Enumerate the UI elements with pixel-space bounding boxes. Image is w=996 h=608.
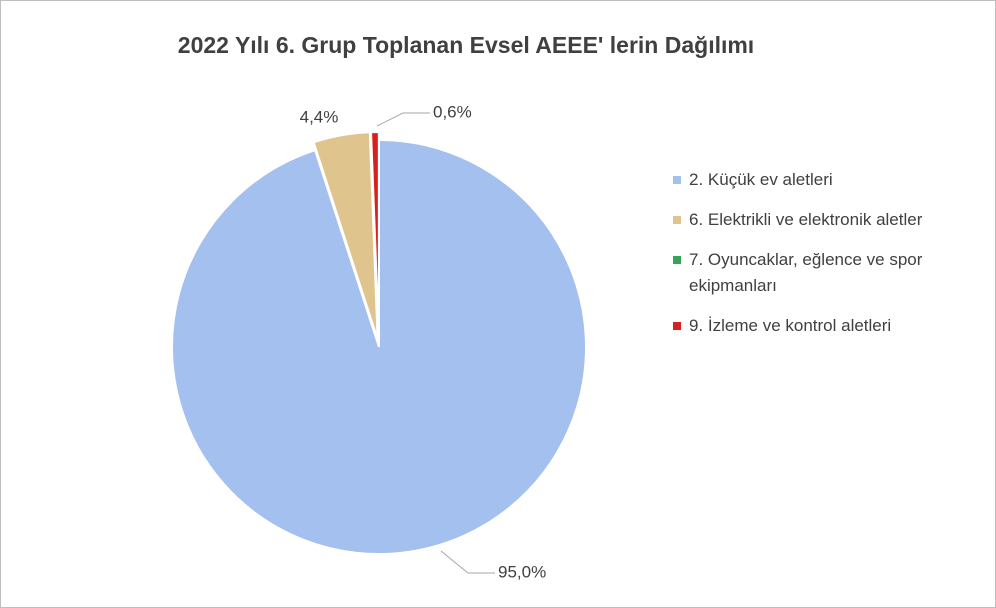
pie-slice [312,131,379,340]
legend-swatch [673,256,681,264]
legend-label: 7. Oyuncaklar, eğlence ve spor ekipmanla… [689,250,923,295]
data-label: 95,0% [498,562,546,581]
pie-slice [171,138,587,555]
legend: 2. Küçük ev aletleri 6. Elektrikli ve ele… [673,167,953,353]
leader-line [440,550,495,574]
legend-item: 6. Elektrikli ve elektronik aletler [673,207,953,233]
legend-item: 7. Oyuncaklar, eğlence ve spor ekipmanla… [673,247,953,299]
legend-item: 9. İzleme ve kontrol aletleri [673,313,953,339]
pie-slice [370,131,380,340]
data-label: 4,4% [300,107,339,126]
chart-title: 2022 Yılı 6. Grup Toplanan Evsel AEEE' l… [178,32,754,58]
legend-swatch [673,216,681,224]
data-label: 0,6% [433,102,472,121]
legend-label: 2. Küçük ev aletleri [689,170,833,189]
legend-swatch [673,322,681,330]
legend-swatch [673,176,681,184]
leader-line [376,112,430,127]
legend-item: 2. Küçük ev aletleri [673,167,953,193]
legend-label: 6. Elektrikli ve elektronik aletler [689,210,923,229]
legend-label: 9. İzleme ve kontrol aletleri [689,316,892,335]
